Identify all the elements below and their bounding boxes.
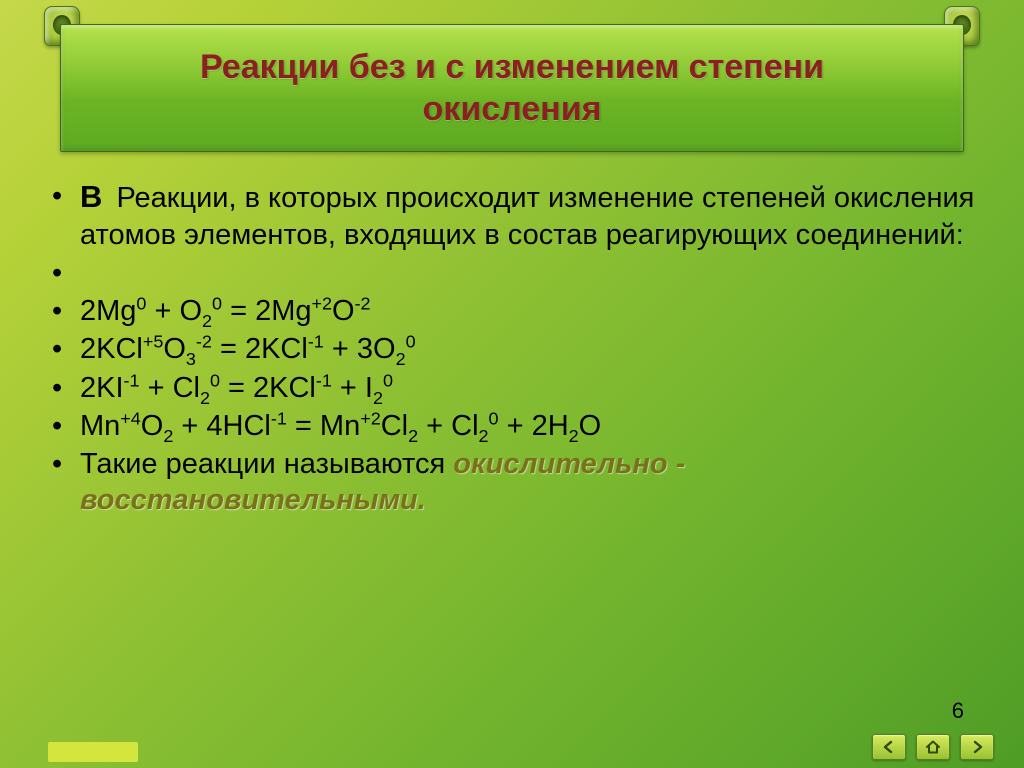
home-icon [925,740,941,754]
equation-1: 2Mg0 + O20 = 2Mg+2O-2 [44,293,980,329]
redox-term-1: окислительно - [453,448,685,480]
title-plate: Реакции без и с изменением степени окисл… [60,24,964,152]
spacer-bullet [44,255,980,291]
conclusion-prefix: Такие реакции называются [80,448,453,480]
title-line-1: Реакции без и с изменением степени [200,48,824,86]
accent-stripe [48,742,138,762]
intro-bullet: В Реакции, в которых происходит изменени… [44,178,980,253]
home-button[interactable] [916,734,950,760]
title-line-2: окисления [423,90,602,128]
intro-text: Реакции, в которых происходит изменение … [80,182,974,251]
page-number: 6 [952,698,964,724]
slide-nav [872,734,994,760]
slide-title: Реакции без и с изменением степени окисл… [200,46,824,131]
equation-3: 2KI-1 + Cl20 = 2KCl-1 + I20 [44,370,980,406]
redox-term-2: восстановительными. [80,484,426,516]
conclusion-bullet: Такие реакции называются окислительно - … [44,446,980,519]
prev-button[interactable] [872,734,906,760]
equation-4: Mn+4O2 + 4HCl-1 = Mn+2Cl2 + Cl20 + 2H2O [44,408,980,444]
intro-lead: В [80,179,102,214]
slide-body: В Реакции, в которых происходит изменени… [44,178,980,521]
next-button[interactable] [960,734,994,760]
equation-2: 2KCl+5O3-2 = 2KCl-1 + 3O20 [44,331,980,367]
arrow-right-icon [970,740,984,754]
arrow-left-icon [882,740,896,754]
